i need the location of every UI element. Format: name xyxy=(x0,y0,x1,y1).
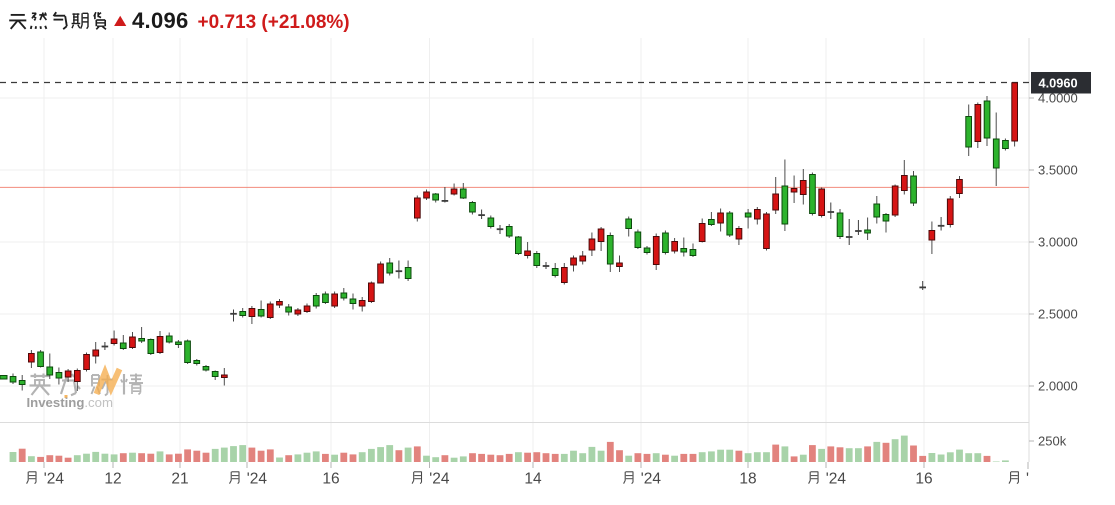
svg-text:': ' xyxy=(1026,471,1029,488)
svg-text:'24: '24 xyxy=(247,471,268,488)
svg-text:4.096: 4.096 xyxy=(132,8,189,33)
svg-text:18: 18 xyxy=(739,471,756,488)
svg-text:'24: '24 xyxy=(429,471,450,488)
svg-text:21: 21 xyxy=(171,471,188,488)
svg-text:250k: 250k xyxy=(1038,434,1067,449)
svg-text:'24: '24 xyxy=(826,471,847,488)
svg-text:2.5000: 2.5000 xyxy=(1038,307,1078,322)
svg-text:'24: '24 xyxy=(641,471,662,488)
svg-text:12: 12 xyxy=(104,471,121,488)
svg-text:3.0000: 3.0000 xyxy=(1038,235,1078,250)
svg-text:4.0000: 4.0000 xyxy=(1038,91,1078,106)
svg-text:Investing.com: Investing.com xyxy=(27,395,113,410)
svg-text:'24: '24 xyxy=(44,471,65,488)
svg-text:+0.713 (+21.08%): +0.713 (+21.08%) xyxy=(198,12,350,33)
svg-text:16: 16 xyxy=(915,471,932,488)
svg-text:16: 16 xyxy=(322,471,339,488)
svg-text:2.0000: 2.0000 xyxy=(1038,379,1078,394)
svg-text:14: 14 xyxy=(524,471,542,488)
svg-text:3.5000: 3.5000 xyxy=(1038,163,1078,178)
svg-text:4.0960: 4.0960 xyxy=(1039,76,1078,91)
